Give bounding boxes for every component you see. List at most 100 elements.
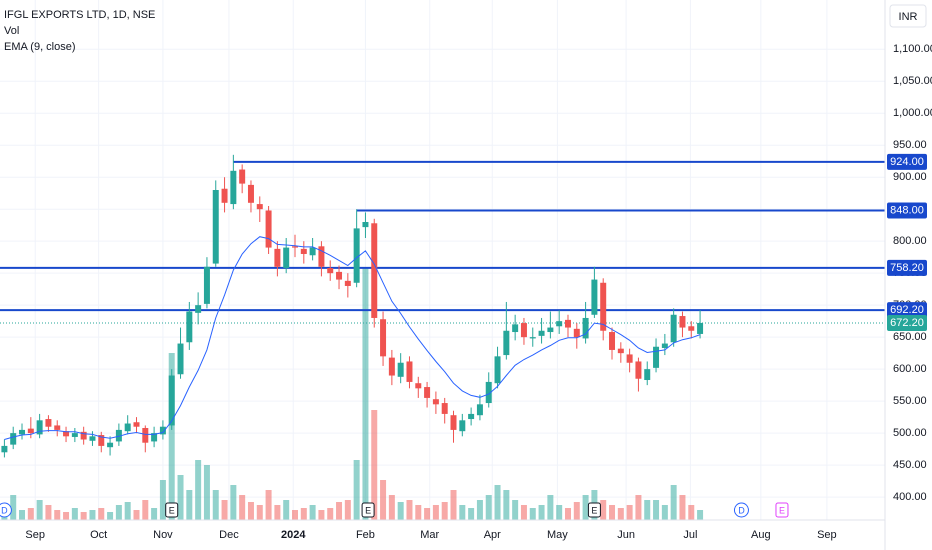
volume-bar [98, 508, 105, 520]
candle-body [292, 246, 298, 248]
volume-bar [626, 505, 633, 520]
candle-body [283, 247, 290, 269]
x-tick-label: Sep [817, 529, 837, 541]
volume-bar [10, 495, 17, 520]
candle-body [239, 169, 246, 184]
x-tick-label: Aug [751, 529, 771, 541]
candle-body [468, 413, 475, 420]
event-marker[interactable] [361, 502, 375, 518]
candle-body [380, 319, 387, 357]
volume-bar [133, 510, 140, 520]
y-tick-label: 1,000.00 [893, 107, 932, 119]
level-label: 692.20 [890, 304, 924, 316]
candle-body [353, 228, 360, 283]
candle-body [441, 403, 448, 414]
candle-body [485, 381, 492, 404]
currency: INR [899, 11, 918, 23]
x-tick-label: 2024 [281, 529, 306, 541]
event-marker[interactable] [775, 502, 789, 518]
candle-body [168, 375, 175, 426]
y-tick-label: 450.00 [893, 459, 927, 471]
currency-box[interactable] [889, 4, 927, 28]
volume-bar [476, 500, 483, 520]
event-marker[interactable] [0, 502, 12, 518]
volume-bar [239, 495, 246, 520]
volume-bar [617, 508, 624, 520]
x-tick-label: Feb [356, 529, 375, 541]
volume-bar [159, 480, 166, 520]
candle-body [609, 332, 616, 350]
candle-body [538, 330, 545, 336]
y-tick-label: 1,050.00 [893, 75, 932, 87]
y-tick-label: 600.00 [893, 363, 927, 375]
volume-bar [468, 508, 475, 520]
volume-bar [635, 495, 642, 520]
candle-body [635, 361, 642, 379]
candle-body [327, 268, 334, 274]
volume-bar [177, 475, 184, 520]
volume-bar [353, 460, 360, 520]
candle-body [19, 429, 26, 435]
candle-body [177, 343, 184, 375]
candle-body [142, 427, 149, 443]
candle-body [362, 221, 369, 228]
event-marker[interactable] [733, 502, 749, 518]
candle-body [27, 428, 34, 434]
event-label: E [169, 505, 175, 515]
volume-bar [494, 485, 501, 520]
volume-bar [644, 500, 651, 520]
candle-body [230, 170, 237, 205]
volume-bar [336, 502, 343, 520]
volume-bar [36, 500, 43, 520]
volume-bar [115, 505, 122, 520]
volume-bar [71, 508, 78, 520]
y-tick-label: 900.00 [893, 171, 927, 183]
volume-bar [380, 480, 387, 520]
volume-bar [600, 500, 607, 520]
volume-bar [309, 505, 316, 520]
volume-bar [27, 508, 34, 520]
candle-body [520, 323, 527, 338]
candle-body [432, 399, 439, 405]
candle-body [670, 314, 677, 343]
event-marker[interactable] [165, 502, 179, 518]
volume-bar [485, 495, 492, 520]
x-tick-label: Dec [219, 529, 239, 541]
candle-body [159, 426, 166, 435]
volume-bar [300, 508, 307, 520]
candle-body [591, 279, 598, 315]
event-marker[interactable] [587, 502, 601, 518]
candle-body [582, 317, 589, 339]
volume-bar [503, 490, 510, 520]
volume-bar [609, 505, 616, 520]
candle-body [36, 420, 43, 435]
candles [1, 154, 704, 458]
level-label-box [887, 259, 927, 276]
candle-body [397, 362, 404, 377]
candle-body [415, 383, 422, 389]
y-tick-label: 950.00 [893, 139, 927, 151]
volume-bar [168, 353, 175, 520]
volume-bar [556, 505, 563, 520]
volume-bar [582, 495, 589, 520]
volume-bar [406, 500, 413, 520]
volume-bar [415, 505, 422, 520]
candle-body [512, 324, 519, 333]
candle-body [688, 326, 695, 331]
y-tick-label: 500.00 [893, 427, 927, 439]
legend-entry: Vol [4, 25, 19, 37]
volume-bar [688, 505, 695, 520]
event-label: E [365, 505, 371, 515]
volume-bar [63, 512, 70, 520]
candle-body [151, 433, 158, 442]
candle-body [494, 356, 501, 384]
candle-body [274, 248, 281, 267]
level-label-box [887, 302, 927, 319]
candle-body [98, 435, 105, 446]
candle-body [371, 223, 378, 318]
level-label: 848.00 [890, 204, 924, 216]
candle-body [309, 247, 316, 256]
volume-bar [265, 490, 272, 520]
candle-body [10, 433, 17, 445]
